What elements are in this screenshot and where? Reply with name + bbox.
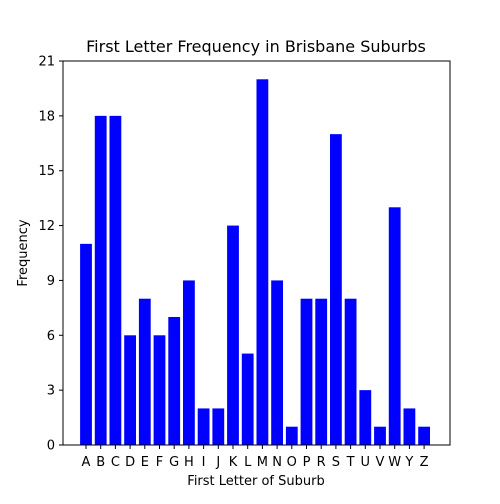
- x-tick-label-Z: Z: [420, 455, 429, 470]
- bar-U: [359, 390, 372, 445]
- x-tick-label-K: K: [229, 455, 238, 470]
- bar-V: [374, 426, 386, 445]
- x-axis-label: First Letter of Suburb: [187, 474, 324, 489]
- x-tick-label-Y: Y: [404, 455, 413, 470]
- x-tick-label-H: H: [184, 455, 194, 470]
- bar-A: [80, 243, 92, 445]
- bar-O: [285, 426, 298, 445]
- bar-K: [227, 225, 239, 445]
- bars-group: [80, 79, 430, 446]
- x-tick-label-A: A: [82, 455, 91, 470]
- y-tick-label-0: 0: [47, 439, 55, 454]
- bar-P: [300, 298, 313, 445]
- bar-D: [124, 335, 136, 445]
- bar-C: [109, 115, 122, 446]
- plot-frame: [62, 60, 451, 446]
- x-tick-label-F: F: [156, 455, 163, 470]
- bar-B: [94, 115, 107, 446]
- x-tick-label-C: C: [111, 455, 120, 470]
- bar-Y: [403, 408, 416, 445]
- ticks-group: A B C D E F G H I J K L M N O P R S T U V W Y Z 0 3 6 9 12 15 18 21: [38, 55, 428, 471]
- y-tick-label-12: 12: [38, 219, 55, 234]
- bar-Z: [418, 426, 430, 445]
- y-tick-label-9: 9: [47, 274, 55, 289]
- y-axis-label: Frequency: [16, 219, 31, 286]
- x-tick-label-J: J: [215, 455, 220, 470]
- x-tick-label-T: T: [346, 455, 355, 470]
- x-tick-label-S: S: [332, 455, 340, 470]
- bar-H: [183, 280, 195, 445]
- x-tick-label-D: D: [125, 455, 135, 470]
- bar-M: [256, 79, 269, 445]
- bar-N: [271, 280, 283, 445]
- x-tick-label-E: E: [141, 455, 149, 470]
- chart-title: First Letter Frequency in Brisbane Subur…: [86, 37, 426, 56]
- bar-G: [168, 317, 181, 445]
- x-tick-label-U: U: [361, 455, 371, 470]
- bar-R: [315, 298, 328, 445]
- x-tick-label-I: I: [202, 455, 206, 470]
- x-tick-label-G: G: [169, 455, 179, 470]
- x-tick-label-M: M: [257, 455, 268, 470]
- bar-I: [197, 408, 210, 445]
- bar-E: [138, 298, 151, 445]
- x-tick-label-P: P: [303, 455, 311, 470]
- x-tick-label-W: W: [388, 455, 401, 470]
- x-tick-label-L: L: [244, 455, 252, 470]
- x-tick-label-B: B: [96, 455, 105, 470]
- y-tick-label-15: 15: [38, 164, 55, 179]
- y-tick-label-3: 3: [47, 384, 55, 399]
- bar-T: [344, 298, 357, 445]
- x-tick-label-O: O: [287, 455, 297, 470]
- x-tick-label-N: N: [272, 455, 282, 470]
- y-tick-label-21: 21: [38, 55, 55, 70]
- x-tick-label-V: V: [376, 455, 385, 470]
- bar-S: [330, 134, 342, 445]
- y-tick-label-6: 6: [47, 329, 55, 344]
- y-tick-label-18: 18: [38, 109, 55, 124]
- bar-J: [212, 408, 225, 445]
- bar-L: [241, 353, 254, 445]
- x-tick-label-R: R: [317, 455, 326, 470]
- bar-F: [153, 335, 166, 445]
- bar-W: [388, 207, 401, 445]
